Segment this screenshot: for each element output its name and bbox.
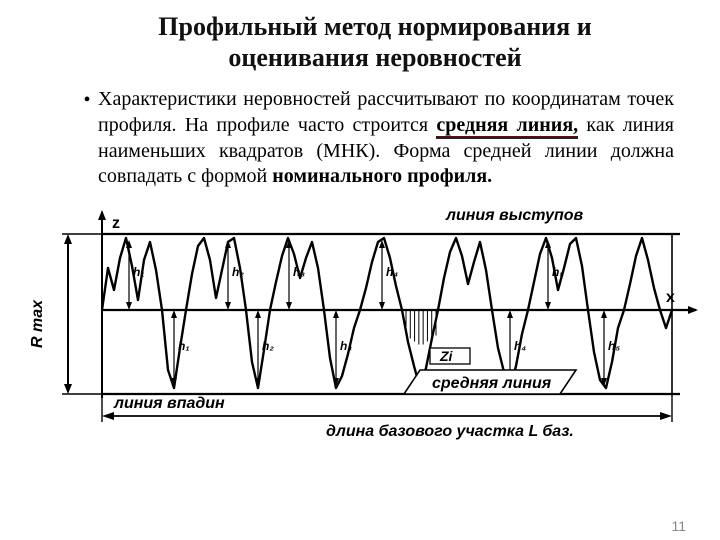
bullet-item: • Характеристики неровностей рассчитываю… — [76, 87, 674, 189]
svg-text:линия выступов: линия выступов — [445, 207, 584, 224]
svg-text:средняя линия: средняя линия — [432, 375, 552, 392]
svg-text:h₁: h₁ — [178, 339, 190, 353]
svg-text:линия впадин: линия впадин — [113, 395, 225, 412]
svg-text:Zi: Zi — [439, 348, 454, 364]
svg-text:h₅: h₅ — [608, 339, 620, 353]
page-number: 11 — [671, 518, 686, 534]
profile-figure: z x линия выступов линия впадин R max длина б… — [26, 198, 706, 446]
svg-text:h₃: h₃ — [293, 265, 305, 279]
svg-text:h₂: h₂ — [262, 339, 274, 353]
svg-text:h₅: h₅ — [552, 265, 564, 279]
svg-text:h₂: h₂ — [232, 265, 244, 279]
title-line-1: Профильный метод нормирования и — [158, 12, 591, 41]
svg-text:h₃: h₃ — [340, 339, 352, 353]
page-title: Профильный метод нормирования и оцениван… — [82, 12, 668, 73]
svg-text:h₁: h₁ — [133, 265, 145, 279]
bullet-mid: средняя линия, — [436, 114, 578, 137]
svg-text:z: z — [112, 215, 120, 232]
svg-text:x: x — [666, 289, 675, 306]
svg-text:h₄: h₄ — [386, 265, 398, 279]
svg-text:R max: R max — [29, 299, 46, 348]
title-line-2: оценивания неровностей — [228, 43, 521, 72]
bullet-marker: • — [76, 87, 98, 189]
bullet-text: Характеристики неровностей рассчитывают … — [98, 87, 674, 189]
bullet-post2: номинального профиля. — [272, 165, 492, 187]
svg-text:h₄: h₄ — [514, 339, 526, 353]
svg-text:длина базового участка L баз.: длина базового участка L баз. — [326, 423, 574, 440]
